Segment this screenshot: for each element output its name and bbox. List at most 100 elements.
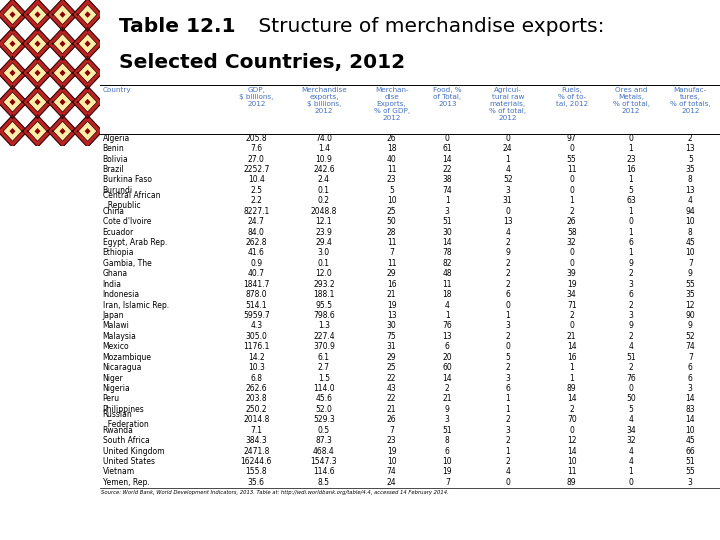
Text: 41.6: 41.6 xyxy=(248,248,265,258)
Polygon shape xyxy=(12,58,14,61)
Polygon shape xyxy=(61,146,64,148)
Text: Mexico: Mexico xyxy=(102,342,129,352)
Polygon shape xyxy=(71,43,73,45)
Text: 26: 26 xyxy=(567,217,577,226)
Text: 14: 14 xyxy=(567,394,577,403)
Text: 83: 83 xyxy=(685,405,695,414)
Text: 60: 60 xyxy=(442,363,452,372)
Text: 2.7: 2.7 xyxy=(318,363,330,372)
Text: 0: 0 xyxy=(505,342,510,352)
Text: 0.9: 0.9 xyxy=(251,259,262,268)
Text: 58: 58 xyxy=(567,228,577,237)
Text: 2: 2 xyxy=(505,363,510,372)
Polygon shape xyxy=(28,122,47,141)
Text: Burundi: Burundi xyxy=(102,186,132,195)
Text: Cote d'Ivoire: Cote d'Ivoire xyxy=(102,217,151,226)
Text: 35: 35 xyxy=(685,165,696,174)
Text: 32: 32 xyxy=(626,436,636,445)
Text: 7: 7 xyxy=(688,259,693,268)
Text: 4: 4 xyxy=(629,457,634,466)
Polygon shape xyxy=(22,28,53,60)
Text: Ecuador: Ecuador xyxy=(102,228,134,237)
Polygon shape xyxy=(61,114,64,117)
Text: 1176.1: 1176.1 xyxy=(243,342,269,352)
Text: Nigeria: Nigeria xyxy=(102,384,130,393)
Text: 9: 9 xyxy=(688,321,693,330)
Polygon shape xyxy=(36,117,39,119)
Text: United Kingdom: United Kingdom xyxy=(102,447,164,456)
Polygon shape xyxy=(9,11,16,18)
Text: 16244.6: 16244.6 xyxy=(240,457,272,466)
Polygon shape xyxy=(22,86,53,118)
Text: 76: 76 xyxy=(442,321,452,330)
Text: Agricul-
tural raw
materials,
% of total,
2012: Agricul- tural raw materials, % of total… xyxy=(489,87,526,122)
Text: Nicaragua: Nicaragua xyxy=(102,363,142,372)
Polygon shape xyxy=(28,63,47,83)
Polygon shape xyxy=(61,26,64,29)
Text: 1: 1 xyxy=(629,176,634,185)
Text: 4: 4 xyxy=(505,468,510,476)
Text: Algeria: Algeria xyxy=(102,134,130,143)
Text: 3: 3 xyxy=(688,478,693,487)
Polygon shape xyxy=(48,115,78,147)
Text: 10.9: 10.9 xyxy=(315,154,333,164)
Polygon shape xyxy=(51,43,54,45)
Text: 19: 19 xyxy=(443,468,452,476)
Text: Brazil: Brazil xyxy=(102,165,125,174)
Polygon shape xyxy=(61,29,64,32)
Polygon shape xyxy=(71,14,73,16)
Text: 6: 6 xyxy=(629,238,634,247)
Polygon shape xyxy=(22,101,24,103)
Text: 8.5: 8.5 xyxy=(318,478,330,487)
Polygon shape xyxy=(46,72,49,74)
Text: 21: 21 xyxy=(443,394,452,403)
Text: Country: Country xyxy=(102,87,131,93)
Text: 1547.3: 1547.3 xyxy=(310,457,337,466)
Polygon shape xyxy=(86,87,89,90)
Text: 74: 74 xyxy=(387,468,397,476)
Polygon shape xyxy=(3,5,22,24)
Text: 0: 0 xyxy=(505,301,510,309)
Polygon shape xyxy=(76,72,78,74)
Text: 1: 1 xyxy=(445,197,450,205)
Text: Food, %
of Total,
2013: Food, % of Total, 2013 xyxy=(433,87,462,107)
Polygon shape xyxy=(36,114,39,117)
Text: 48: 48 xyxy=(443,269,452,278)
Text: 0: 0 xyxy=(570,259,574,268)
Polygon shape xyxy=(0,115,27,147)
Text: 0.2: 0.2 xyxy=(318,197,330,205)
Text: 2: 2 xyxy=(629,301,634,309)
Polygon shape xyxy=(102,72,104,74)
Text: 1.4: 1.4 xyxy=(318,144,330,153)
Polygon shape xyxy=(46,130,49,132)
Text: 29.4: 29.4 xyxy=(315,238,333,247)
Polygon shape xyxy=(12,117,14,119)
Text: 11: 11 xyxy=(567,468,577,476)
Text: 2: 2 xyxy=(505,436,510,445)
Polygon shape xyxy=(76,43,78,45)
Text: 52: 52 xyxy=(503,176,513,185)
Polygon shape xyxy=(78,34,97,53)
Text: 13: 13 xyxy=(387,311,397,320)
Text: Indonesia: Indonesia xyxy=(102,290,140,299)
Text: 6: 6 xyxy=(688,374,693,383)
Text: 71: 71 xyxy=(567,301,577,309)
Polygon shape xyxy=(46,14,49,16)
Text: 0: 0 xyxy=(570,176,574,185)
Text: 188.1: 188.1 xyxy=(313,290,335,299)
Text: Ghana: Ghana xyxy=(102,269,127,278)
Polygon shape xyxy=(12,29,14,32)
Text: 8: 8 xyxy=(445,436,450,445)
Polygon shape xyxy=(27,72,29,74)
Text: 2: 2 xyxy=(505,415,510,424)
Polygon shape xyxy=(28,92,47,112)
Text: 11: 11 xyxy=(387,165,396,174)
Text: 10: 10 xyxy=(685,248,695,258)
Text: 0: 0 xyxy=(629,134,634,143)
Polygon shape xyxy=(9,99,16,105)
Text: 250.2: 250.2 xyxy=(246,405,267,414)
Text: 6: 6 xyxy=(505,384,510,393)
Text: 23: 23 xyxy=(626,154,636,164)
Polygon shape xyxy=(51,14,54,16)
Text: 0: 0 xyxy=(445,134,450,143)
